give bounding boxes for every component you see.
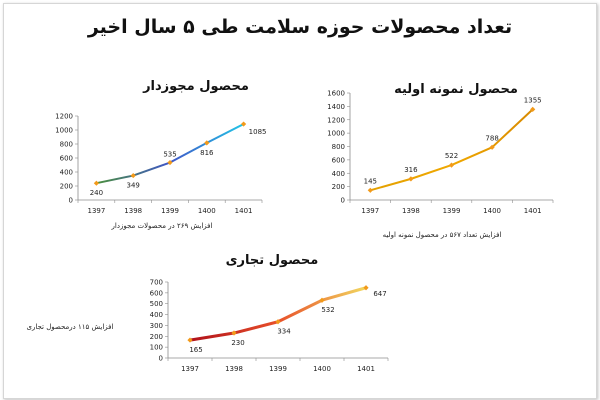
data-label: 1085 bbox=[249, 128, 267, 136]
y-tick-label: 1400 bbox=[327, 103, 345, 111]
data-label: 535 bbox=[163, 151, 176, 159]
y-tick-label: 1200 bbox=[55, 113, 73, 121]
y-tick-label: 400 bbox=[60, 169, 73, 177]
y-tick-label: 600 bbox=[332, 156, 345, 164]
data-label: 816 bbox=[200, 149, 214, 157]
y-tick-label: 100 bbox=[150, 344, 163, 352]
chart-commercial: محصول تجاری 0 100 200 300 400 500 600 700 1397 139… bbox=[27, 253, 389, 373]
y-tick-label: 1000 bbox=[55, 127, 73, 135]
chart-title: محصول مجوزدار bbox=[142, 79, 249, 94]
data-point bbox=[93, 180, 99, 186]
data-point bbox=[204, 140, 210, 146]
chart-title: محصول تجاری bbox=[226, 253, 319, 268]
y-tick-label: 200 bbox=[332, 183, 345, 191]
y-tick-label: 1600 bbox=[327, 90, 345, 98]
data-label: 145 bbox=[364, 177, 377, 185]
y-tick-label: 700 bbox=[150, 279, 163, 287]
y-tick-label: 200 bbox=[60, 183, 73, 191]
x-tick-label: 1400 bbox=[313, 365, 331, 373]
x-tick-label: 1398 bbox=[124, 207, 142, 215]
y-tick-label: 0 bbox=[159, 355, 163, 363]
chart-note: افزایش تعداد ۵۶۷ در محصول نمونه اولیه bbox=[383, 231, 502, 239]
x-tick-label: 1399 bbox=[161, 207, 179, 215]
y-tick-label: 1000 bbox=[327, 130, 345, 138]
x-tick-label: 1399 bbox=[269, 365, 287, 373]
x-tick-label: 1399 bbox=[443, 207, 461, 215]
page-title: تعداد محصولات حوزه سلامت طی ۵ سال اخیر bbox=[87, 16, 513, 38]
data-point bbox=[363, 285, 369, 291]
data-label: 647 bbox=[373, 290, 386, 298]
x-tick-label: 1397 bbox=[181, 365, 199, 373]
y-tick-label: 200 bbox=[150, 333, 163, 341]
y-tick-label: 800 bbox=[332, 143, 345, 151]
y-tick-label: 600 bbox=[150, 289, 163, 297]
chart-note: افزایش ۱۱۵ درمحصول تجاری bbox=[27, 323, 114, 331]
y-tick-label: 300 bbox=[150, 322, 163, 330]
data-point bbox=[187, 337, 193, 343]
data-point bbox=[408, 176, 414, 182]
data-point bbox=[319, 297, 325, 303]
data-point bbox=[241, 121, 247, 127]
chart-note: افزایش ۲۶۹ در محصولات مجوزدار bbox=[111, 222, 213, 230]
x-tick-label: 1398 bbox=[402, 207, 420, 215]
data-label: 522 bbox=[445, 152, 458, 160]
x-tick-label: 1398 bbox=[225, 365, 243, 373]
y-tick-label: 500 bbox=[150, 300, 163, 308]
data-label: 1355 bbox=[524, 96, 542, 104]
x-tick-label: 1400 bbox=[198, 207, 216, 215]
y-tick-label: 400 bbox=[332, 170, 345, 178]
chart-prototype: محصول نمونه اولیه 0 200 400 600 800 1000 1200 14… bbox=[327, 82, 554, 239]
data-point bbox=[167, 159, 173, 166]
chart-title: محصول نمونه اولیه bbox=[394, 82, 518, 97]
y-tick-label: 1200 bbox=[327, 116, 345, 124]
x-tick-label: 1401 bbox=[235, 207, 253, 215]
data-label: 230 bbox=[231, 339, 244, 347]
data-label: 240 bbox=[90, 189, 103, 197]
y-tick-label: 0 bbox=[69, 197, 73, 205]
y-tick-label: 400 bbox=[150, 311, 163, 319]
data-point bbox=[489, 144, 495, 150]
slide-frame bbox=[3, 3, 597, 399]
y-tick-label: 0 bbox=[341, 197, 345, 205]
data-point bbox=[130, 172, 136, 179]
x-tick-label: 1401 bbox=[524, 207, 542, 215]
data-point bbox=[530, 106, 536, 112]
data-point bbox=[275, 319, 281, 325]
data-label: 165 bbox=[189, 346, 202, 354]
x-tick-label: 1397 bbox=[87, 207, 105, 215]
series-line bbox=[370, 108, 534, 192]
data-point bbox=[231, 330, 237, 336]
data-label: 349 bbox=[127, 182, 140, 190]
data-point bbox=[448, 162, 455, 168]
y-tick-label: 600 bbox=[60, 155, 73, 163]
x-tick-label: 1400 bbox=[483, 207, 501, 215]
chart-licensed: محصول مجوزدار 0 200 400 600 800 1000 1200 1397 13… bbox=[55, 79, 266, 230]
x-tick-label: 1397 bbox=[361, 207, 379, 215]
data-label: 788 bbox=[485, 134, 498, 142]
data-label: 334 bbox=[277, 328, 291, 336]
data-point bbox=[367, 187, 373, 193]
data-label: 316 bbox=[404, 166, 418, 174]
data-label: 532 bbox=[321, 306, 334, 314]
x-tick-label: 1401 bbox=[357, 365, 375, 373]
y-tick-label: 800 bbox=[60, 141, 73, 149]
